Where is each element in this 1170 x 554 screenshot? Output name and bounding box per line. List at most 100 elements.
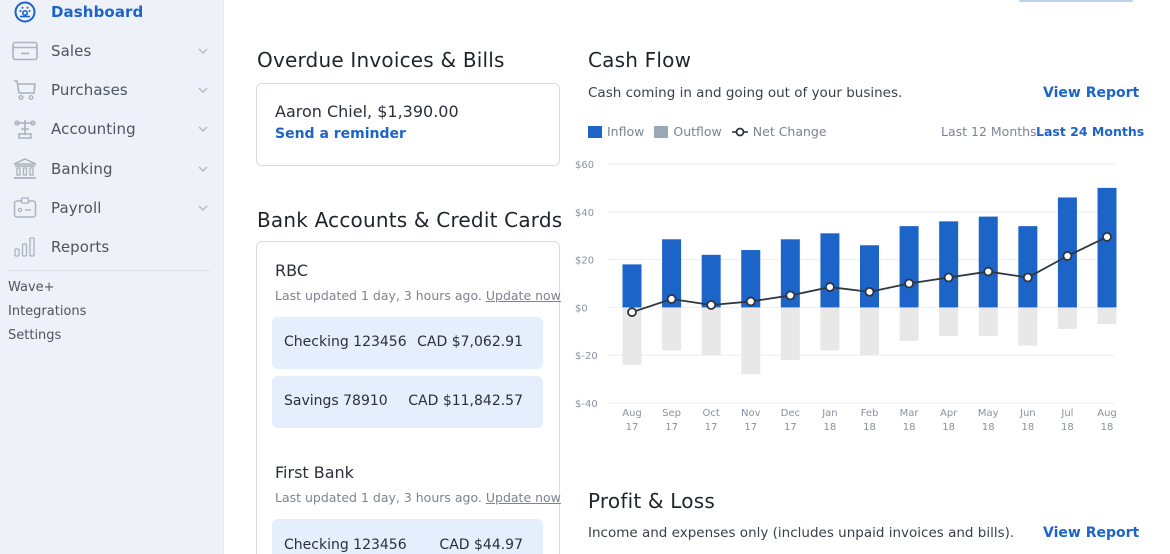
outflow-bar[interactable] — [741, 307, 761, 375]
x-tick-label: 18 — [824, 422, 837, 433]
outflow-bar[interactable] — [1057, 307, 1077, 329]
outflow-bar[interactable] — [820, 307, 840, 351]
inflow-bar[interactable] — [662, 239, 682, 308]
net-change-point[interactable] — [1022, 272, 1033, 283]
sidebar-item-purchases[interactable]: Purchases — [0, 72, 224, 108]
net-change-point[interactable] — [745, 296, 756, 307]
sidebar-item-label: Sales — [51, 42, 92, 60]
outflow-bar[interactable] — [899, 307, 919, 341]
bank-updated-text: Last updated 1 day, 3 hours ago. — [275, 490, 482, 505]
legend-label: Inflow — [607, 124, 645, 139]
inflow-bar[interactable] — [1018, 226, 1038, 308]
sidebar-link-wave-plus[interactable]: Wave+ — [8, 280, 55, 295]
outflow-bar[interactable] — [1097, 307, 1117, 325]
cash-flow-chart: $60 $40 $20 $0 $-20 $-40 Aug 17 Sep 17 Oct 17 Nov 17 D… — [575, 160, 1117, 433]
outflow-bar[interactable] — [662, 307, 682, 351]
sidebar-item-sales[interactable]: Sales — [0, 33, 224, 69]
y-tick-label: $-20 — [575, 351, 598, 362]
sidebar-item-label: Reports — [51, 238, 110, 256]
net-change-point[interactable] — [864, 286, 875, 297]
sidebar-link-integrations[interactable]: Integrations — [8, 304, 87, 319]
legend-inflow[interactable]: Inflow — [588, 124, 644, 139]
x-tick-label: 18 — [1021, 422, 1034, 433]
sales-card-icon — [12, 40, 38, 62]
account-balance: CAD $11,842.57 — [408, 393, 523, 409]
outflow-bar[interactable] — [860, 307, 879, 356]
account-row[interactable]: Checking 123456 CAD $44.97 — [272, 519, 543, 554]
sidebar-link-settings[interactable]: Settings — [8, 328, 62, 343]
x-tick-label: 17 — [705, 422, 718, 433]
inflow-bar[interactable] — [780, 239, 800, 308]
sidebar-item-label: Payroll — [51, 199, 102, 217]
net-change-point[interactable] — [904, 278, 914, 289]
outflow-bar[interactable] — [701, 307, 721, 356]
outflow-bar[interactable] — [939, 307, 959, 337]
inflow-bar[interactable] — [1097, 187, 1117, 308]
sidebar-item-dashboard[interactable]: Dashboard — [0, 0, 224, 30]
account-balance: CAD $44.97 — [439, 537, 523, 553]
account-name: Savings 78910 — [284, 393, 388, 409]
sidebar-item-reports[interactable]: Reports — [0, 229, 224, 265]
x-tick-label: Oct — [703, 408, 720, 419]
net-change-point[interactable] — [983, 266, 994, 277]
legend-net-change[interactable]: Net Change — [731, 124, 827, 139]
x-tick-label: 18 — [1101, 422, 1114, 433]
bank-accounts-card: RBC Last updated 1 day, 3 hours ago. Upd… — [256, 241, 561, 554]
outflow-bar[interactable] — [978, 307, 998, 337]
net-change-point[interactable] — [706, 300, 717, 310]
net-change-point[interactable] — [785, 290, 796, 301]
net-change-point[interactable] — [943, 272, 954, 283]
profit-loss-description: Income and expenses only (includes unpai… — [588, 525, 1015, 541]
inflow-bar[interactable] — [978, 216, 998, 308]
x-tick-label: Feb — [861, 408, 879, 419]
x-tick-label: 18 — [1061, 422, 1074, 433]
chevron-down-icon — [198, 87, 208, 93]
inflow-bar[interactable] — [741, 250, 761, 308]
account-row[interactable]: Savings 78910 CAD $11,842.57 — [272, 376, 543, 428]
sidebar-item-label: Accounting — [51, 120, 136, 138]
update-now-link[interactable]: Update now — [485, 288, 561, 303]
account-row[interactable]: Checking 123456 CAD $7,062.91 — [272, 317, 543, 369]
net-change-point[interactable] — [666, 294, 677, 304]
x-tick-label: 17 — [784, 422, 797, 433]
cash-flow-view-report-link[interactable]: View Report — [1043, 85, 1140, 101]
bank-last-updated: Last updated 1 day, 3 hours ago. Update … — [275, 288, 561, 303]
outflow-bar[interactable] — [1018, 307, 1038, 346]
account-name: Checking 123456 — [284, 537, 407, 553]
net-change-point[interactable] — [1062, 251, 1073, 261]
inflow-bar[interactable] — [820, 233, 840, 308]
y-tick-label: $-40 — [575, 399, 598, 410]
overdue-invoice-card: Aaron Chiel, $1,390.00 Send a reminder — [256, 83, 560, 166]
sidebar: Dashboard Sales Purchases Accounting — [0, 0, 224, 554]
send-reminder-link[interactable]: Send a reminder — [275, 126, 406, 142]
x-tick-label: Apr — [940, 408, 958, 419]
sidebar-item-accounting[interactable]: Accounting — [0, 111, 224, 147]
cash-flow-description: Cash coming in and going out of your bus… — [588, 85, 903, 101]
bank-accounts-section-title: Bank Accounts & Credit Cards — [257, 208, 563, 232]
dashboard-icon — [12, 1, 38, 23]
update-now-link[interactable]: Update now — [485, 490, 561, 505]
inflow-bar[interactable] — [860, 245, 879, 308]
outflow-bar[interactable] — [622, 307, 642, 365]
net-change-point[interactable] — [1102, 231, 1112, 242]
sidebar-item-payroll[interactable]: Payroll — [0, 190, 224, 226]
range-last-12-months[interactable]: Last 12 Months — [941, 124, 1037, 139]
inflow-bar[interactable] — [701, 254, 721, 308]
chevron-down-icon — [198, 166, 208, 172]
range-last-24-months[interactable]: Last 24 Months — [1036, 124, 1145, 139]
profit-loss-view-report-link[interactable]: View Report — [1043, 525, 1140, 541]
net-change-point[interactable] — [825, 282, 835, 292]
bank-last-updated: Last updated 1 day, 3 hours ago. Update … — [275, 490, 561, 505]
net-change-point[interactable] — [627, 307, 637, 318]
inflow-bar[interactable] — [899, 226, 919, 308]
legend-outflow[interactable]: Outflow — [654, 124, 722, 139]
inflow-bar[interactable] — [939, 221, 959, 308]
outflow-bar[interactable] — [780, 307, 800, 360]
overdue-section-title: Overdue Invoices & Bills — [257, 48, 505, 72]
x-tick-label: May — [978, 408, 999, 419]
x-tick-label: 18 — [903, 422, 916, 433]
top-action-button-edge[interactable] — [1019, 0, 1133, 2]
inflow-bar[interactable] — [622, 264, 642, 308]
outflow-swatch-icon — [654, 125, 669, 138]
sidebar-item-banking[interactable]: Banking — [0, 151, 224, 187]
